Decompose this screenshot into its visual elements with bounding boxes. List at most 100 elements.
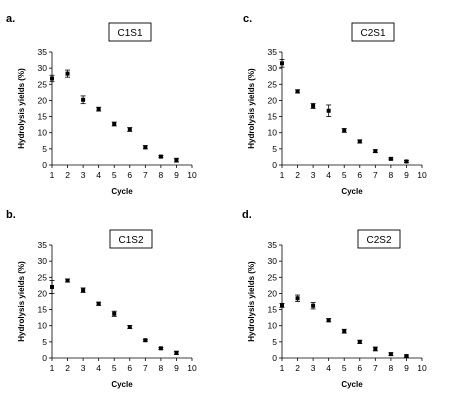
y-axis-label: Hydrolysis yields (%) [247,68,256,149]
x-tick-label: 10 [187,170,197,180]
title-box-frame [351,22,395,42]
x-tick-label: 6 [357,170,362,180]
data-point [404,159,409,164]
data-point-group [279,303,285,308]
data-point-group [372,149,378,154]
data-point-group [388,352,394,357]
data-point [65,278,70,283]
data-point [280,61,284,66]
data-point [357,339,362,344]
y-tick-label: 0 [272,353,277,363]
data-point-group [80,287,86,293]
x-axis-label: Cycle [341,380,363,389]
data-point-group [295,294,301,302]
x-tick-label: 1 [50,170,55,180]
title-box: C1S2 [109,229,153,249]
x-tick-label: 5 [112,170,117,180]
chart-title: C2S1 [360,28,385,39]
data-point-group [326,104,332,117]
data-point-group [403,159,409,164]
data-point [143,145,148,150]
x-tick-label: 1 [280,363,285,373]
y-tick-label: 5 [42,144,47,154]
x-tick-label: 9 [174,363,179,373]
x-tick-label: 6 [127,170,132,180]
data-point-group [49,74,55,83]
y-tick-label: 35 [268,240,278,250]
data-point [311,103,316,108]
data-point-group [49,280,55,294]
y-tick-label: 20 [268,288,278,298]
y-tick-label: 30 [38,256,48,266]
y-tick-label: 20 [268,95,278,105]
data-point-group [96,301,102,306]
data-point [373,149,378,154]
data-point-group [111,310,117,317]
data-point [404,354,409,359]
y-tick-label: 0 [272,160,277,170]
x-tick-label: 5 [112,363,117,373]
chart-title: C2S2 [366,235,391,246]
y-tick-label: 15 [38,112,48,122]
y-tick-label: 20 [38,288,48,298]
x-tick-label: 3 [311,363,316,373]
y-tick-label: 35 [38,240,48,250]
y-axis-label: Hydrolysis yields (%) [247,261,256,342]
data-point [326,318,331,323]
x-tick-label: 5 [342,363,347,373]
data-point [112,121,117,126]
data-point-group [142,338,148,343]
x-tick-label: 7 [373,363,378,373]
y-tick-label: 20 [38,95,48,105]
data-point-group [127,324,133,330]
title-box-frame [357,229,401,249]
y-axis-label: Hydrolysis yields (%) [17,68,26,149]
title-box-frame [109,229,153,249]
data-point-group [158,154,164,159]
x-tick-label: 10 [417,170,427,180]
data-point [311,303,316,308]
x-tick-label: 1 [280,170,285,180]
title-box-frame [108,22,152,42]
data-point [388,352,393,357]
data-point [81,288,86,293]
y-tick-label: 5 [42,337,47,347]
y-tick-label: 30 [268,63,278,73]
data-point [158,346,163,351]
y-tick-label: 35 [38,47,48,57]
y-tick-label: 30 [268,256,278,266]
panel-letter: d. [242,209,252,221]
data-point [280,303,284,308]
data-point [127,325,132,330]
x-tick-label: 9 [404,170,409,180]
data-point [342,128,347,133]
y-tick-label: 5 [272,337,277,347]
data-point [81,97,86,102]
y-tick-label: 10 [38,128,48,138]
x-tick-label: 8 [159,363,164,373]
x-tick-label: 8 [389,170,394,180]
y-tick-label: 0 [42,353,47,363]
data-point [357,139,362,144]
data-point-group [341,128,347,133]
x-tick-label: 9 [404,363,409,373]
x-axis-label: Cycle [111,187,133,196]
data-point-group [158,346,164,351]
panel-letter: b. [6,209,16,221]
x-tick-label: 6 [127,363,132,373]
data-point-group [65,69,71,78]
data-point [50,76,54,81]
y-tick-label: 15 [268,112,278,122]
data-point [326,108,331,113]
data-point [388,156,393,161]
x-tick-label: 7 [143,170,148,180]
x-tick-label: 3 [81,170,86,180]
data-point-group [341,328,347,334]
x-tick-label: 7 [373,170,378,180]
data-point [96,301,101,306]
chart-title: C1S1 [117,28,142,39]
data-point-group [173,157,179,163]
x-axis-label: Cycle [341,187,363,196]
data-point-group [65,278,71,283]
